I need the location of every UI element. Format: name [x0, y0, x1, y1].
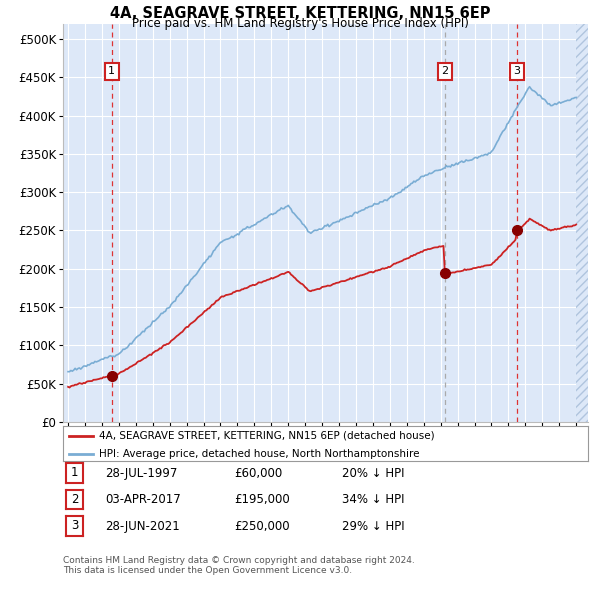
- Text: 4A, SEAGRAVE STREET, KETTERING, NN15 6EP: 4A, SEAGRAVE STREET, KETTERING, NN15 6EP: [110, 6, 490, 21]
- Text: 20% ↓ HPI: 20% ↓ HPI: [342, 467, 404, 480]
- Text: £195,000: £195,000: [234, 493, 290, 506]
- Text: 03-APR-2017: 03-APR-2017: [105, 493, 181, 506]
- Text: 3: 3: [513, 67, 520, 76]
- Text: 4A, SEAGRAVE STREET, KETTERING, NN15 6EP (detached house): 4A, SEAGRAVE STREET, KETTERING, NN15 6EP…: [98, 431, 434, 441]
- Text: 34% ↓ HPI: 34% ↓ HPI: [342, 493, 404, 506]
- Text: 2: 2: [71, 493, 78, 506]
- Text: 28-JUL-1997: 28-JUL-1997: [105, 467, 178, 480]
- Text: 2: 2: [442, 67, 448, 76]
- Text: This data is licensed under the Open Government Licence v3.0.: This data is licensed under the Open Gov…: [63, 566, 352, 575]
- Text: Contains HM Land Registry data © Crown copyright and database right 2024.: Contains HM Land Registry data © Crown c…: [63, 556, 415, 565]
- Text: £60,000: £60,000: [234, 467, 282, 480]
- Text: 29% ↓ HPI: 29% ↓ HPI: [342, 520, 404, 533]
- Text: 1: 1: [71, 466, 78, 480]
- Text: 28-JUN-2021: 28-JUN-2021: [105, 520, 180, 533]
- Text: Price paid vs. HM Land Registry's House Price Index (HPI): Price paid vs. HM Land Registry's House …: [131, 17, 469, 30]
- Text: 1: 1: [108, 67, 115, 76]
- Text: 3: 3: [71, 519, 78, 533]
- Text: HPI: Average price, detached house, North Northamptonshire: HPI: Average price, detached house, Nort…: [98, 448, 419, 458]
- Text: £250,000: £250,000: [234, 520, 290, 533]
